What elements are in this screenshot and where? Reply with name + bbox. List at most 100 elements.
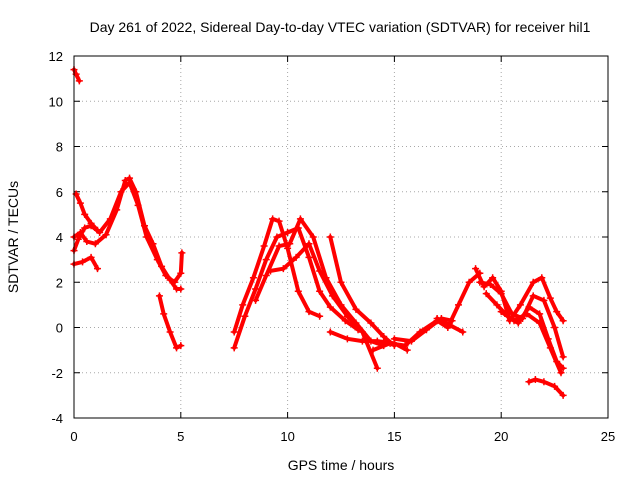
data-point	[482, 290, 490, 298]
data-point	[117, 188, 125, 196]
data-point	[106, 215, 114, 223]
data-point	[523, 310, 531, 318]
y-tick-label: 8	[56, 140, 63, 155]
series-arc-10	[267, 240, 381, 372]
data-point	[448, 317, 456, 325]
y-tick-label: 2	[56, 275, 63, 290]
series-arc-5	[70, 253, 101, 273]
series-line	[72, 180, 184, 285]
data-point	[267, 267, 275, 275]
data-point	[454, 301, 462, 309]
data-point	[373, 337, 381, 345]
series-arc-16	[472, 265, 567, 325]
x-tick-label: 15	[387, 429, 401, 444]
data-point	[529, 292, 537, 300]
data-point	[540, 296, 548, 304]
series-layer	[70, 66, 567, 399]
series-arc-20	[525, 376, 567, 399]
data-point	[536, 310, 544, 318]
data-point	[76, 199, 84, 207]
data-point	[551, 382, 559, 390]
data-point	[134, 201, 142, 209]
data-point	[553, 308, 561, 316]
series-arc-19	[497, 308, 565, 377]
data-point	[160, 310, 168, 318]
series-line	[74, 192, 100, 233]
data-point	[91, 240, 99, 248]
data-point	[525, 303, 533, 311]
data-point	[81, 210, 89, 218]
data-point	[472, 265, 480, 273]
data-point	[273, 233, 281, 241]
data-point	[239, 301, 247, 309]
data-point	[328, 292, 336, 300]
data-point	[177, 269, 185, 277]
data-point	[305, 240, 313, 248]
data-point	[540, 378, 548, 386]
series-arc-8	[230, 224, 362, 352]
data-point	[343, 335, 351, 343]
data-point	[326, 328, 334, 336]
data-point	[546, 294, 554, 302]
data-point	[316, 267, 324, 275]
data-point	[83, 238, 91, 246]
x-tick-label: 0	[70, 429, 77, 444]
data-point	[177, 285, 185, 293]
series-arc-7	[230, 215, 324, 336]
series-line	[232, 225, 361, 350]
data-point	[262, 256, 270, 264]
data-point	[510, 317, 518, 325]
data-point	[358, 337, 366, 345]
data-point	[296, 215, 304, 223]
data-point	[316, 287, 324, 295]
series-arc-4	[72, 190, 101, 234]
data-point	[386, 339, 394, 347]
series-arc-1	[70, 66, 83, 85]
data-point	[497, 290, 505, 298]
data-point	[249, 274, 257, 282]
y-tick-label: 12	[49, 49, 63, 64]
data-point	[75, 77, 83, 85]
data-point	[275, 217, 283, 225]
data-point	[178, 249, 186, 257]
data-point	[241, 312, 249, 320]
data-point	[401, 342, 409, 350]
data-point	[557, 369, 565, 377]
data-point	[260, 242, 268, 250]
data-point	[79, 258, 87, 266]
data-point	[489, 274, 497, 282]
axis-ticks: 0 5 10 15 20 25 -4 -2 0 2 4 6 8 10 12	[49, 49, 616, 444]
data-point	[305, 253, 313, 261]
data-point	[153, 256, 161, 264]
data-point	[538, 274, 546, 282]
series-line	[232, 216, 322, 334]
data-point	[173, 344, 181, 352]
data-point	[407, 337, 415, 345]
series-line	[499, 309, 563, 375]
data-point	[352, 305, 360, 313]
data-point	[262, 271, 270, 279]
data-point	[531, 376, 539, 384]
data-point	[422, 326, 430, 334]
data-point	[525, 378, 533, 386]
grid-lines	[74, 56, 608, 418]
data-point	[155, 292, 163, 300]
series-arc-15	[433, 314, 467, 336]
plot-frame	[73, 55, 609, 419]
data-point	[529, 278, 537, 286]
data-point	[279, 265, 287, 273]
data-point	[121, 176, 129, 184]
y-tick-label: 10	[49, 94, 63, 109]
data-point	[81, 224, 89, 232]
chart-title: Day 261 of 2022, Sidereal Day-to-day VTE…	[90, 19, 591, 35]
data-point	[74, 235, 82, 243]
data-point	[87, 219, 95, 227]
data-point	[403, 346, 411, 354]
data-point	[309, 233, 317, 241]
data-point	[551, 324, 559, 331]
data-point	[446, 321, 454, 329]
data-point	[102, 231, 110, 239]
data-point	[343, 312, 351, 320]
data-point	[516, 301, 524, 309]
data-point	[170, 278, 178, 286]
